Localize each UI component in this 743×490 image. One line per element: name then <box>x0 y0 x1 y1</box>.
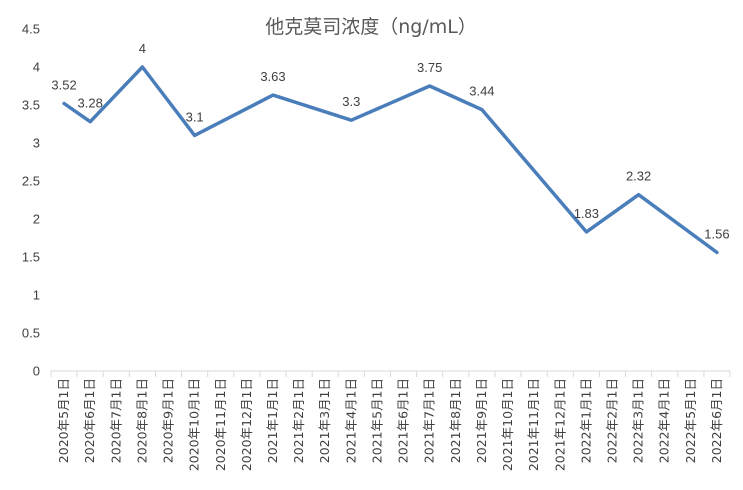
x-tick-label: 2021年11月1日 <box>526 378 541 471</box>
x-axis: 2020年5月1日 2020年6月1日 2020年7月1日 2020年8月1日 2020… <box>50 370 731 471</box>
x-tick-label: 2021年7月1日 <box>422 378 437 463</box>
x-tick-label: 2021年2月1日 <box>291 378 306 463</box>
y-tick-label: 3.5 <box>22 98 40 113</box>
y-tick-label: 3 <box>33 136 40 151</box>
data-label: 1.83 <box>574 206 599 221</box>
data-label: 3.3 <box>342 94 360 109</box>
data-label: 2.32 <box>626 169 651 184</box>
series-line <box>62 65 719 255</box>
x-tick-label: 2021年9月1日 <box>474 378 489 463</box>
y-axis: 0 0.5 1 1.5 2 2.5 3 3.5 4 4.5 <box>22 22 40 379</box>
data-label: 3.63 <box>260 69 285 84</box>
data-label: 3.44 <box>469 84 494 99</box>
y-tick-label: 0 <box>33 364 40 379</box>
y-tick-label: 2 <box>33 212 40 227</box>
data-labels: 3.523.28 4 3.1 3.63 3.3 3.75 3.44 1.83 2.32 1.56 <box>51 41 729 241</box>
data-label: 3.1 <box>186 109 204 124</box>
x-tick-label: 2021年6月1日 <box>396 378 411 463</box>
chart-title: 他克莫司浓度（ng/mL） <box>265 16 477 38</box>
x-tick-label: 2022年2月1日 <box>604 378 619 463</box>
x-tick-label: 2020年8月1日 <box>134 378 149 463</box>
y-tick-label: 0.5 <box>22 326 40 341</box>
y-tick-label: 1.5 <box>22 250 40 265</box>
y-tick-label: 4 <box>33 60 40 75</box>
x-tick-label: 2020年9月1日 <box>161 378 176 463</box>
x-tick-label: 2022年1月1日 <box>578 378 593 463</box>
y-tick-label: 1 <box>33 288 40 303</box>
data-label: 3.28 <box>78 96 103 111</box>
data-label: 3.75 <box>417 60 442 75</box>
data-label: 3.52 <box>51 77 76 92</box>
x-tick-label: 2022年5月1日 <box>683 378 698 463</box>
series-line-group <box>62 65 719 255</box>
x-tick-label: 2020年5月1日 <box>56 378 71 463</box>
x-tick-label: 2020年12月1日 <box>239 378 254 471</box>
y-tick-label: 2.5 <box>22 174 40 189</box>
x-tick-label: 2020年6月1日 <box>82 378 97 463</box>
x-tick-label: 2021年3月1日 <box>317 378 332 463</box>
x-tick-label: 2022年4月1日 <box>657 378 672 463</box>
y-tick-label: 4.5 <box>22 22 40 37</box>
x-tick-label: 2021年1月1日 <box>265 378 280 463</box>
x-tick-label: 2021年5月1日 <box>369 378 384 463</box>
x-tick-label: 2021年4月1日 <box>343 378 358 463</box>
x-tick-label: 2020年11月1日 <box>213 378 228 471</box>
x-tick-label: 2021年10月1日 <box>500 378 515 471</box>
x-tick-label: 2021年8月1日 <box>448 378 463 463</box>
data-label: 4 <box>139 41 146 56</box>
x-tick-label: 2020年10月1日 <box>187 378 202 471</box>
data-label: 1.56 <box>704 226 729 241</box>
x-tick-label: 2021年12月1日 <box>552 378 567 471</box>
x-tick-label: 2022年3月1日 <box>631 378 646 463</box>
x-tick-label: 2022年6月1日 <box>709 378 724 463</box>
x-tick-label: 2020年7月1日 <box>108 378 123 463</box>
